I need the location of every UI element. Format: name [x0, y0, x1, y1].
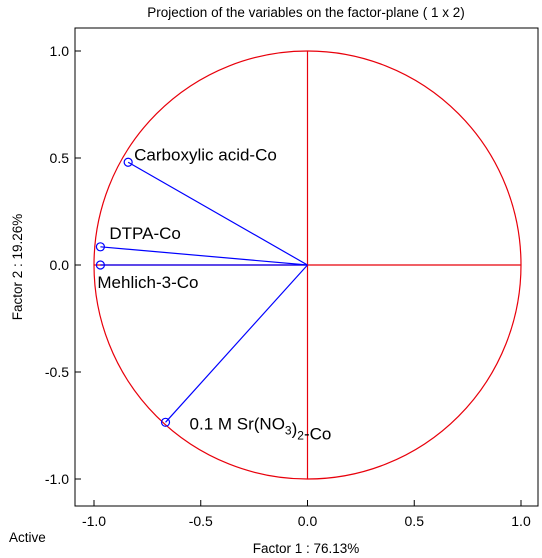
- y-tick-label: -1.0: [45, 471, 69, 487]
- x-tick-label: 0.5: [405, 513, 425, 529]
- loading-vector: [100, 247, 307, 265]
- point-label: Carboxylic acid-Co: [134, 145, 277, 164]
- y-axis-label: Factor 2 : 19.26%: [10, 214, 25, 321]
- y-tick-label: 1.0: [50, 43, 70, 59]
- x-tick-label: -0.5: [189, 513, 213, 529]
- loading-vector: [128, 162, 307, 265]
- point-label: DTPA-Co: [109, 224, 180, 243]
- point-label: Mehlich-3-Co: [97, 273, 198, 292]
- label-part: 0.1 M Sr(NO: [190, 414, 285, 433]
- chart-title: Projection of the variables on the facto…: [147, 5, 464, 20]
- x-tick-label: -1.0: [82, 513, 106, 529]
- y-tick-label: 0.5: [50, 150, 70, 166]
- x-axis-label: Factor 1 : 76.13%: [253, 541, 360, 556]
- plot-area: Carboxylic acid-Co DTPA-Co Mehlich-3-Co 0.1…: [94, 51, 521, 479]
- y-tick-label: 0.0: [50, 257, 70, 273]
- point-label: 0.1 M Sr(NO3)2-Co: [190, 414, 332, 443]
- label-part: -Co: [304, 424, 331, 443]
- y-tick-label: -0.5: [45, 364, 69, 380]
- footer-label: Active: [9, 530, 46, 545]
- x-tick-label: 1.0: [511, 513, 531, 529]
- x-tick-label: 0.0: [298, 513, 318, 529]
